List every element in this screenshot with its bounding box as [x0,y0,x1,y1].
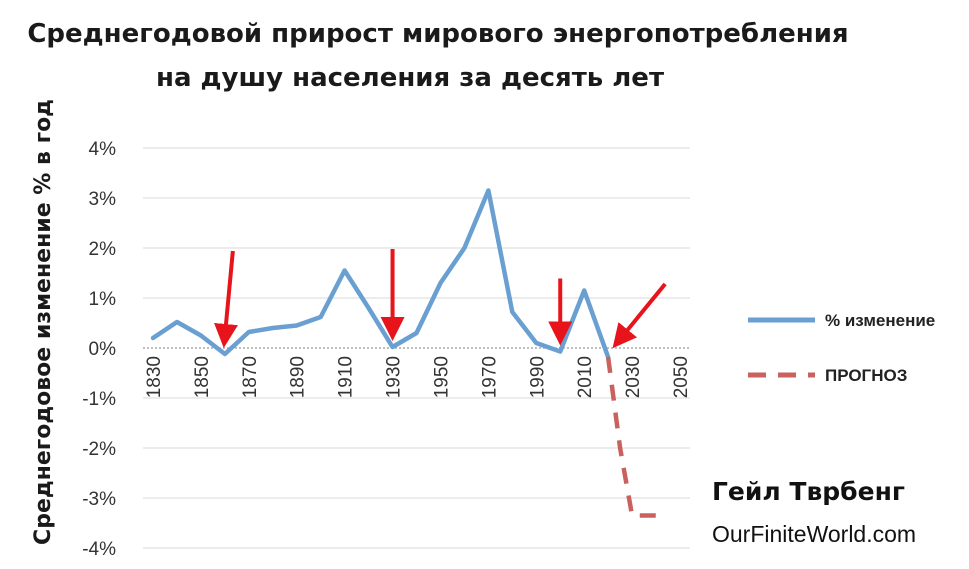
x-tick-label: 1930 [384,356,405,398]
x-tick-label: 1950 [431,356,452,398]
author-credit: Гейл Тврбенг [712,477,905,506]
x-tick-label: 1970 [479,356,500,398]
y-tick-label: -3% [82,489,116,510]
y-tick-labels: 4% 3% 2% 1% 0% -1% -2% -3% -4% [82,139,116,560]
x-tick-label: 1870 [240,356,261,398]
series-lines [150,188,656,518]
x-tick-labels: 1830 1850 1870 1890 1910 1930 1950 1970 1990 2010… [144,356,692,398]
y-tick-label: 4% [89,139,117,160]
y-tick-label: 1% [89,289,117,310]
chart-title: Среднегодовой прирост мирового энергопот… [27,19,848,49]
legend: % изменение ПРОГНОЗ [748,311,935,385]
x-tick-label: 2010 [575,356,596,398]
y-tick-label: -1% [82,389,116,410]
legend-label-forecast: ПРОГНОЗ [825,366,907,385]
legend-label-actual: % изменение [825,311,935,330]
site-credit: OurFiniteWorld.com [712,521,916,547]
y-tick-label: 2% [89,239,117,260]
x-tick-label: 2030 [623,356,644,398]
y-tick-label: -2% [82,439,116,460]
annotation-arrow [612,282,667,349]
gridlines [143,147,690,549]
y-tick-label: -4% [82,539,116,560]
annotation-arrows [214,249,667,349]
series-line-forecast [605,356,656,518]
x-tick-label: 1910 [336,356,357,398]
x-tick-label: 1830 [144,356,165,398]
x-tick-label: 1890 [288,356,309,398]
y-axis-label: Среднегодовое изменение % в год [31,99,56,545]
y-tick-label: 0% [89,339,117,360]
chart-subtitle: на душу населения за десять лет [156,63,664,93]
y-tick-label: 3% [89,189,117,210]
series-line-actual [150,188,611,360]
x-tick-label: 1850 [192,356,213,398]
x-tick-label: 2050 [671,356,692,398]
x-tick-label: 1990 [527,356,548,398]
annotation-arrow [214,250,238,348]
